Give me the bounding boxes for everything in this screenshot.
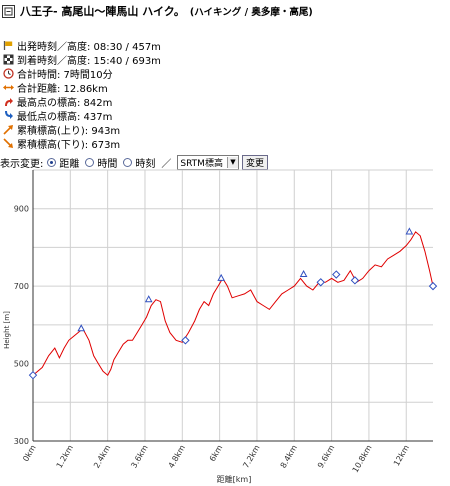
x-tick-label: 1.2km <box>55 443 75 469</box>
x-tick-label: 4.8km <box>167 443 187 469</box>
arrow-up-icon <box>3 96 14 107</box>
radio-time[interactable]: 時間 <box>85 155 117 170</box>
x-tick-label: 2.4km <box>92 443 112 469</box>
x-tick-label: 0km <box>21 443 38 463</box>
stat-highest: 最高点の標高: 842m <box>3 94 161 109</box>
elevation-source-select[interactable]: SRTM標高 ▼ <box>177 154 239 170</box>
stat-distance: 合計距離: 12.86km <box>3 80 161 95</box>
chart-ticks: 300 500 700 900 0km 1.2km 2.4km 3.6km 4.8km 6km 7.… <box>14 205 411 474</box>
waypoint-marker <box>350 276 360 285</box>
x-tick-label: 3.6km <box>129 443 149 469</box>
peak-marker <box>77 324 86 332</box>
stat-goal: 到着時刻／高度: 15:40 / 693m <box>3 52 161 67</box>
controls-separator: ／ <box>161 158 172 170</box>
x-tick-label: 6km <box>208 443 225 463</box>
waypoint-marker <box>428 281 438 291</box>
display-controls: 表示変更: 距離 時間 時刻 ／ SRTM標高 ▼ 変更 <box>0 154 268 170</box>
x-tick-label: 9.6km <box>316 443 336 469</box>
radio-distance-label: 距離 <box>59 158 80 170</box>
stat-goal-text: 到着時刻／高度: 15:40 / 693m <box>17 55 161 67</box>
stat-highest-text: 最高点の標高: 842m <box>17 97 113 109</box>
stat-time-text: 合計時間: 7時間10分 <box>17 69 113 81</box>
descent-icon <box>3 137 14 149</box>
radio-distance-dot[interactable] <box>47 157 57 167</box>
waypoint-marker <box>28 370 38 380</box>
x-tick-label: 12km <box>392 443 411 467</box>
radio-clock-time[interactable]: 時刻 <box>123 155 155 170</box>
x-axis-label: 距離[km] <box>217 474 252 484</box>
y-tick-label: 700 <box>14 282 29 291</box>
stat-ascent: 累積標高(上り): 943m <box>3 122 161 137</box>
radio-clock-time-dot[interactable] <box>123 157 133 167</box>
change-button[interactable]: 変更 <box>241 154 268 170</box>
display-change-label: 表示変更: <box>0 158 44 170</box>
waypoint-marker <box>181 336 190 345</box>
page-header: 八王子- 高尾山～陣馬山 ハイク。 (ハイキング / 奥多摩・高尾) <box>2 2 313 20</box>
stat-lowest: 最低点の標高: 437m <box>3 108 161 123</box>
y-tick-label: 900 <box>14 205 29 214</box>
elevation-source-value: SRTM標高 <box>180 158 223 169</box>
stat-descent: 累積標高(下り): 673m <box>3 136 161 151</box>
stat-descent-text: 累積標高(下り): 673m <box>17 139 121 151</box>
ascent-icon <box>3 124 14 135</box>
elevation-line <box>32 231 434 376</box>
radio-distance[interactable]: 距離 <box>47 155 79 170</box>
stat-ascent-text: 累積標高(上り): 943m <box>17 125 121 137</box>
page-title: 八王子- 高尾山～陣馬山 ハイク。 <box>20 5 185 18</box>
waypoint-marker <box>332 270 341 279</box>
peak-marker <box>299 269 308 278</box>
goal-flag-icon <box>3 54 14 65</box>
chart-axes <box>32 170 433 442</box>
arrow-down-icon <box>3 110 14 121</box>
clock-icon <box>3 67 14 79</box>
stat-lowest-text: 最低点の標高: 437m <box>17 111 113 123</box>
x-tick-label: 8.4km <box>279 443 299 469</box>
radio-clock-time-label: 時刻 <box>135 158 156 170</box>
start-flag-icon <box>3 40 14 51</box>
stat-time: 合計時間: 7時間10分 <box>3 66 161 81</box>
stat-distance-text: 合計距離: 12.86km <box>17 83 108 95</box>
peak-marker <box>144 295 153 303</box>
y-tick-label: 500 <box>14 360 29 369</box>
x-tick-label: 10.8km <box>351 443 374 474</box>
y-axis-label: Height [m] <box>3 311 11 349</box>
stat-start: 出発時刻／高度: 08:30 / 457m <box>3 38 161 53</box>
chart-grid <box>32 169 433 442</box>
page-subtitle: (ハイキング / 奥多摩・高尾) <box>189 7 313 18</box>
collapse-icon[interactable] <box>2 4 15 18</box>
radio-time-label: 時間 <box>97 158 118 170</box>
x-tick-label: 7.2km <box>241 443 261 469</box>
y-tick-label: 300 <box>14 437 29 446</box>
waypoint-marker <box>316 278 325 287</box>
stat-start-text: 出発時刻／高度: 08:30 / 457m <box>17 41 161 53</box>
distance-arrow-icon <box>3 82 14 93</box>
peak-marker <box>217 273 226 281</box>
chart-markers <box>28 227 438 380</box>
chevron-down-icon[interactable]: ▼ <box>226 156 238 168</box>
radio-time-dot[interactable] <box>85 157 95 167</box>
peak-marker <box>405 227 414 235</box>
stats-list: 出発時刻／高度: 08:30 / 457m 到着時刻／高度: 15:40 / 6… <box>3 38 161 151</box>
